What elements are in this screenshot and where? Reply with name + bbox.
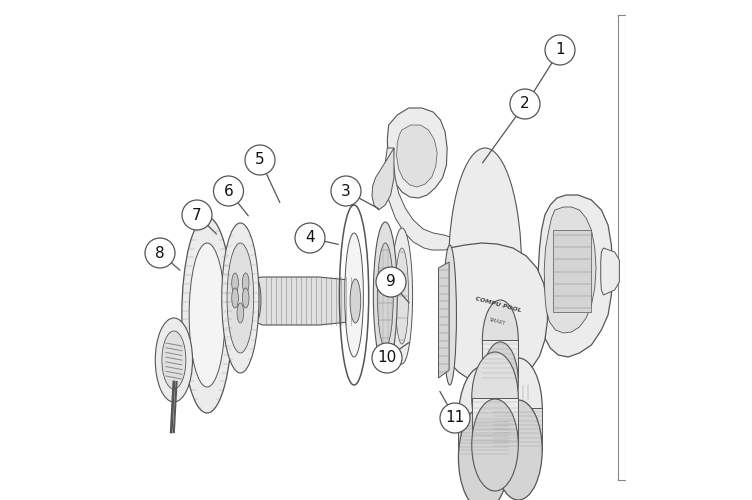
Polygon shape: [495, 372, 530, 405]
Ellipse shape: [237, 303, 244, 323]
Text: 10: 10: [378, 350, 396, 366]
Circle shape: [295, 223, 325, 253]
Polygon shape: [387, 108, 447, 198]
Circle shape: [214, 176, 244, 206]
Circle shape: [376, 267, 406, 297]
Ellipse shape: [227, 243, 253, 353]
Polygon shape: [601, 248, 620, 295]
Ellipse shape: [232, 273, 238, 293]
Text: 5: 5: [255, 152, 265, 168]
Ellipse shape: [373, 222, 397, 368]
Text: 8: 8: [155, 246, 165, 260]
Circle shape: [145, 238, 175, 268]
Polygon shape: [385, 148, 453, 250]
Ellipse shape: [242, 288, 249, 308]
Text: 3: 3: [341, 184, 351, 198]
Polygon shape: [472, 398, 518, 445]
Ellipse shape: [494, 358, 542, 458]
Ellipse shape: [391, 228, 413, 364]
Polygon shape: [438, 262, 449, 378]
Polygon shape: [256, 277, 356, 325]
Polygon shape: [459, 418, 509, 458]
Ellipse shape: [250, 278, 261, 322]
Ellipse shape: [378, 243, 393, 347]
Polygon shape: [372, 148, 394, 210]
Ellipse shape: [232, 288, 238, 308]
Text: COMPU POOL: COMPU POOL: [475, 296, 522, 314]
Text: 11: 11: [445, 410, 465, 426]
Ellipse shape: [155, 318, 193, 402]
Circle shape: [182, 200, 212, 230]
Text: SMART: SMART: [488, 318, 506, 326]
Circle shape: [245, 145, 275, 175]
Circle shape: [331, 176, 361, 206]
Circle shape: [510, 89, 540, 119]
Ellipse shape: [396, 248, 408, 344]
Ellipse shape: [448, 148, 522, 388]
Ellipse shape: [344, 233, 363, 357]
Text: 9: 9: [386, 274, 396, 289]
Ellipse shape: [472, 399, 518, 491]
Ellipse shape: [482, 300, 518, 380]
Polygon shape: [449, 243, 547, 385]
Text: 4: 4: [305, 230, 315, 246]
Circle shape: [545, 35, 575, 65]
Ellipse shape: [459, 406, 509, 500]
Text: 1: 1: [555, 42, 565, 58]
Text: 2: 2: [520, 96, 530, 112]
Ellipse shape: [472, 352, 518, 444]
Text: 6: 6: [223, 184, 233, 198]
Ellipse shape: [162, 331, 186, 389]
Circle shape: [372, 343, 402, 373]
Text: 7: 7: [193, 208, 202, 222]
Polygon shape: [553, 230, 591, 312]
Ellipse shape: [350, 279, 361, 323]
Ellipse shape: [190, 243, 225, 387]
Polygon shape: [482, 340, 518, 382]
Ellipse shape: [242, 273, 249, 293]
Polygon shape: [544, 207, 596, 333]
Ellipse shape: [182, 217, 232, 413]
Polygon shape: [494, 408, 542, 450]
Circle shape: [440, 403, 470, 433]
Ellipse shape: [482, 342, 518, 422]
Ellipse shape: [459, 366, 509, 470]
Ellipse shape: [443, 245, 456, 385]
Ellipse shape: [222, 223, 259, 373]
Polygon shape: [396, 125, 437, 187]
Polygon shape: [538, 195, 613, 357]
Ellipse shape: [494, 400, 542, 500]
